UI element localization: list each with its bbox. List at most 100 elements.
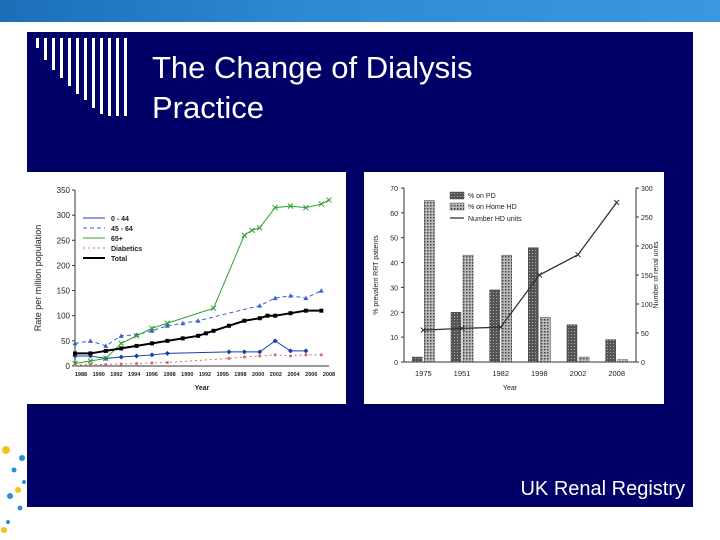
- data-point: [226, 323, 231, 328]
- corner-decoration: [1, 446, 26, 533]
- title-line-1: The Change of Dialysis: [152, 50, 473, 85]
- x-tick-label: 2000: [252, 372, 264, 378]
- x-tick-label: 1995: [217, 372, 229, 378]
- data-point: [303, 204, 309, 211]
- y-tick-label: 250: [57, 236, 71, 245]
- data-point: [150, 361, 154, 365]
- y-tick-label: 100: [57, 312, 71, 321]
- line-point: [459, 325, 465, 332]
- x-tick-label: 1998: [163, 372, 175, 378]
- data-point: [265, 313, 270, 318]
- footer-registry: UK Renal Registry: [520, 478, 685, 500]
- data-point: [119, 362, 123, 366]
- y-tick-label: 50: [61, 337, 70, 346]
- data-point: [134, 343, 139, 348]
- data-point: [257, 349, 263, 355]
- data-point: [103, 343, 109, 348]
- data-point: [133, 332, 140, 339]
- data-point: [195, 318, 201, 323]
- legend-label-4: Total: [111, 256, 127, 263]
- title-line-2: Practice: [152, 90, 264, 125]
- legend-label-home-hd: % on Home HD: [468, 204, 517, 211]
- data-point: [210, 305, 217, 312]
- y-tick-label: 0: [66, 362, 71, 371]
- data-point: [118, 333, 124, 338]
- data-point: [272, 338, 278, 344]
- y2-tick-label: 200: [641, 244, 653, 251]
- data-point: [256, 224, 263, 231]
- data-point: [289, 354, 293, 358]
- data-point: [196, 333, 201, 338]
- x-tick-label: 1998: [234, 372, 246, 378]
- legend-label-hd-units: Number HD units: [468, 216, 522, 223]
- y2-axis-label: Number of renal units: [653, 241, 660, 308]
- x-tick-label: 2008: [323, 372, 335, 378]
- data-point: [288, 293, 294, 298]
- data-point: [304, 353, 308, 357]
- line-point: [420, 327, 427, 333]
- bar-home-hd: [540, 317, 551, 363]
- x-tick-label: 2004: [287, 372, 300, 378]
- bar-home-hd: [501, 254, 512, 363]
- y-tick-label: 70: [390, 186, 398, 193]
- data-point: [272, 295, 278, 301]
- legend-label-2: 65+: [111, 236, 123, 243]
- data-point: [149, 352, 155, 358]
- data-point: [103, 348, 108, 353]
- data-point: [180, 336, 185, 341]
- bar-home-hd: [462, 254, 474, 363]
- data-point: [249, 227, 255, 234]
- x-tick-label: 1982: [492, 369, 509, 378]
- y-tick-label: 40: [390, 261, 398, 268]
- data-point: [303, 308, 308, 313]
- legend-swatch-pd: [449, 191, 465, 200]
- y-tick-label: 30: [390, 285, 398, 292]
- data-point: [211, 328, 216, 333]
- bar-pd: [528, 247, 539, 363]
- data-point: [73, 351, 77, 356]
- legend-label-pd: % on PD: [468, 193, 496, 200]
- data-point: [242, 355, 246, 359]
- data-point: [118, 354, 124, 360]
- data-point: [164, 320, 171, 327]
- bar-home-hd: [578, 356, 590, 363]
- stripes-decoration: [36, 38, 127, 116]
- y2-tick-label: 300: [641, 186, 653, 193]
- y-tick-label: 200: [57, 261, 71, 270]
- y-tick-label: 0: [394, 360, 398, 367]
- line-chart-panel: 0 50 100 150 200 250 300 350 1988 1990 1992 1994 199…: [27, 172, 346, 404]
- x-tick-label: 2006: [305, 372, 317, 378]
- y-axis-label: % prevalent RRT patients: [373, 235, 380, 315]
- data-point: [288, 311, 293, 316]
- line-point: [575, 251, 581, 258]
- data-point: [87, 338, 93, 343]
- x-tick-label: 1975: [415, 369, 432, 378]
- data-point: [165, 360, 169, 364]
- x-tick-label: 1990: [181, 372, 193, 378]
- legend-label-3: Diabetics: [111, 246, 142, 253]
- data-point: [303, 295, 309, 301]
- data-point: [164, 323, 170, 328]
- data-point: [149, 341, 154, 346]
- x-tick-label: 1951: [454, 369, 471, 378]
- x-tick-label: 1988: [75, 372, 87, 378]
- line-point: [536, 272, 543, 278]
- x-tick-label: 1994: [128, 372, 141, 378]
- x-tick-label: 1992: [199, 372, 211, 378]
- y-tick-label: 300: [57, 211, 71, 220]
- data-point: [318, 201, 325, 207]
- x-tick-label: 2002: [270, 372, 282, 378]
- data-point: [73, 363, 77, 367]
- x-axis-label: Year: [195, 385, 210, 392]
- bar-chart: 0 10 20 30 40 50 60 70 0 50 100 150 200 250 300 1975 195…: [373, 186, 660, 392]
- y2-tick-label: 50: [641, 331, 649, 338]
- y-tick-label: 20: [390, 310, 398, 317]
- data-point: [241, 349, 247, 355]
- y-tick-label: 10: [390, 335, 398, 342]
- y-tick-label: 350: [57, 186, 71, 195]
- bar-pd: [605, 339, 616, 363]
- data-point: [227, 356, 231, 360]
- series-line-3: [74, 354, 322, 366]
- data-point: [88, 362, 92, 366]
- legend-swatch-home-hd: [449, 202, 465, 211]
